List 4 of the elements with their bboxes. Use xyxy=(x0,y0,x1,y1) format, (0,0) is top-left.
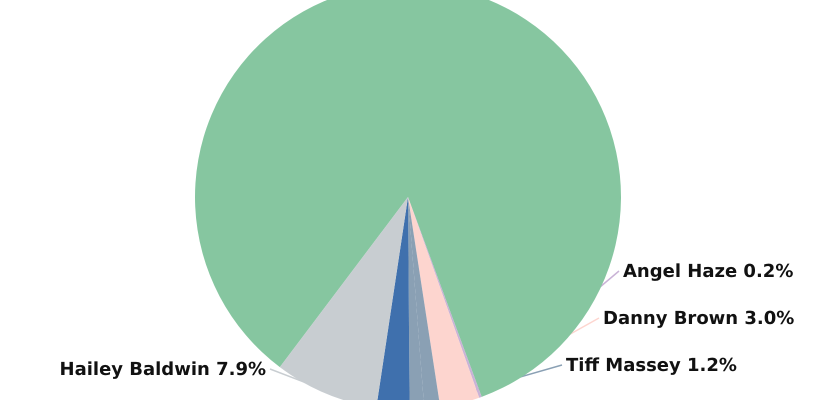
slice-label: Tiff Massey 1.2% xyxy=(566,355,737,376)
slice-label: Danny Brown 3.0% xyxy=(603,308,794,329)
slice-label: Angel Haze 0.2% xyxy=(623,261,794,282)
slice-label: Hailey Baldwin 7.9% xyxy=(60,359,266,380)
